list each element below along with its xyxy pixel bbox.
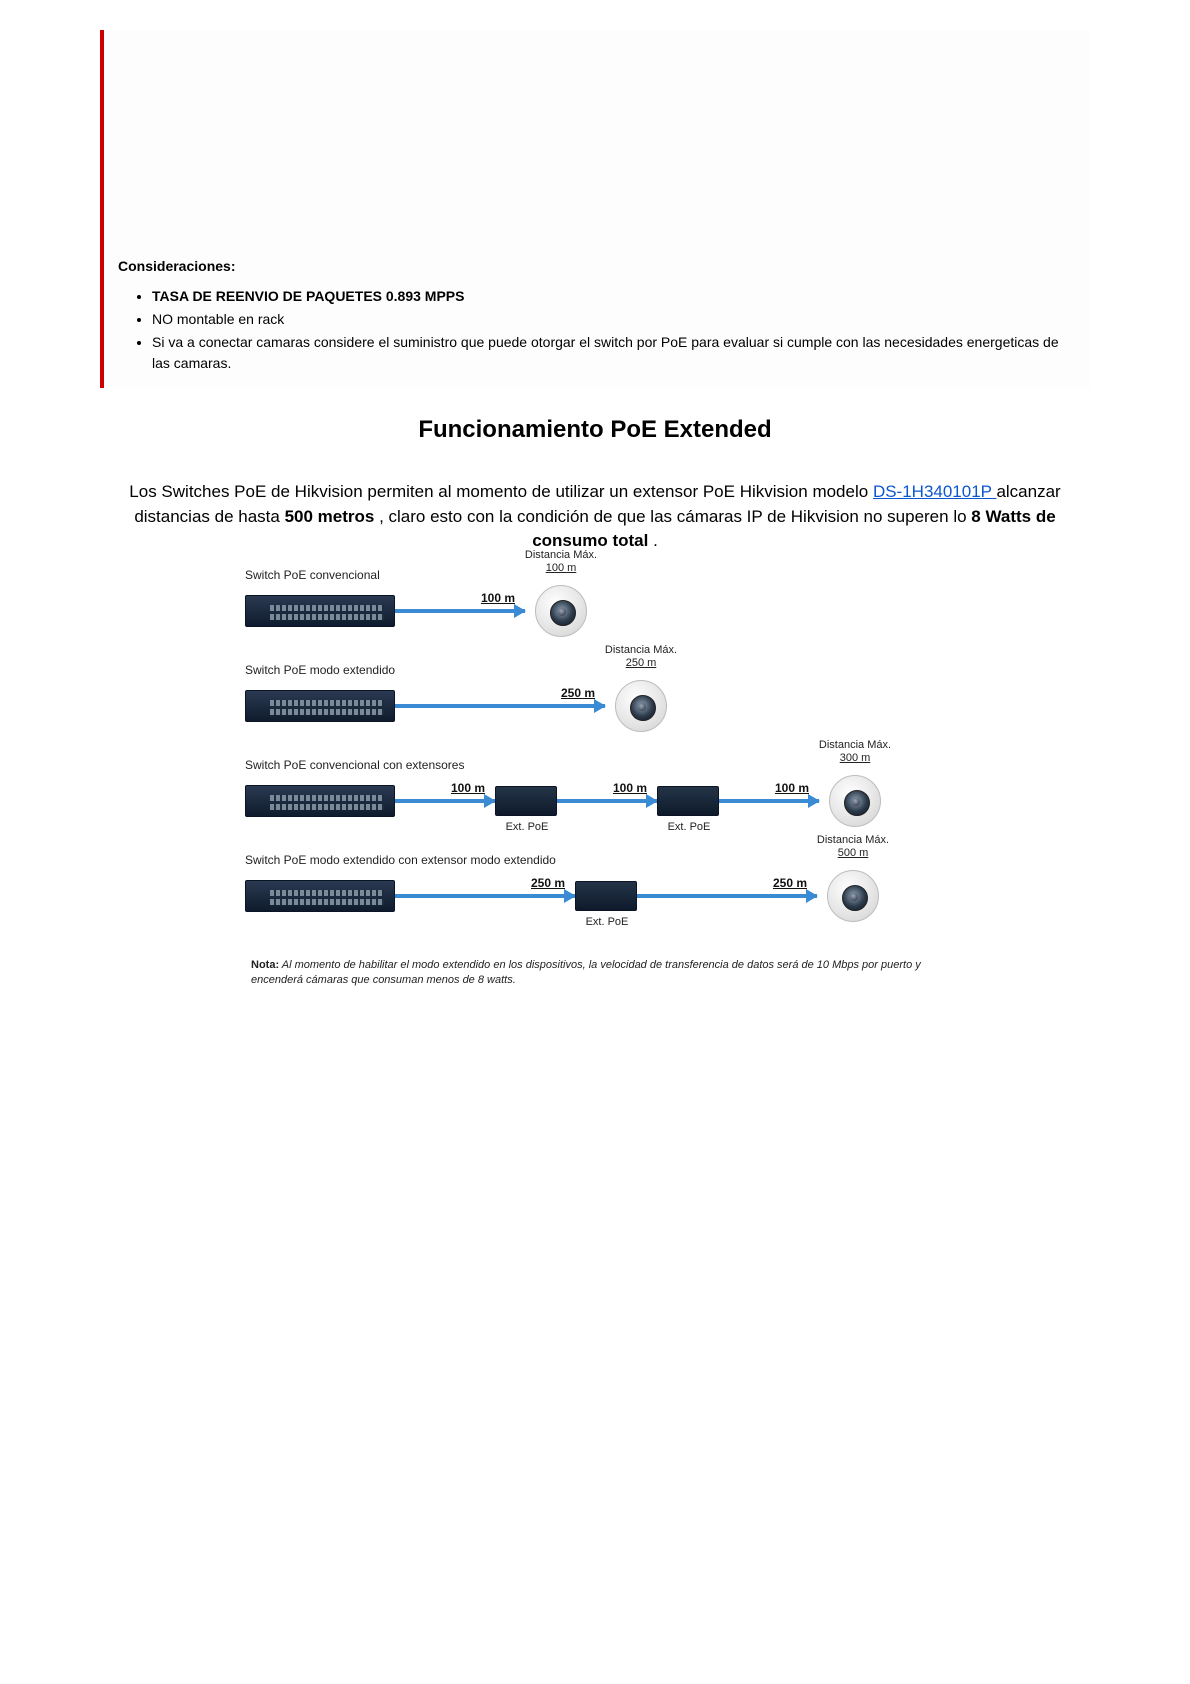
- distance-label: 250 m: [531, 876, 565, 890]
- consideration-item: TASA DE REENVIO DE PAQUETES 0.893 MPPS: [152, 286, 1070, 307]
- switch-icon: [245, 595, 395, 627]
- camera-icon: [829, 775, 881, 827]
- camera-endpoint: Distancia Máx.250 m: [605, 680, 677, 732]
- distance-arrow: 250 m: [395, 894, 575, 898]
- switch-icon: [245, 785, 395, 817]
- switch-icon: [245, 690, 395, 722]
- distance-arrow: 250 m: [395, 704, 605, 708]
- diagram-row: Switch PoE convencional con extensores10…: [245, 758, 945, 827]
- diagram-lane: 100 mExt. PoE100 mExt. PoE100 mDistancia…: [245, 775, 945, 827]
- embedded-image-placeholder: [104, 30, 1090, 250]
- camera-icon: [827, 870, 879, 922]
- max-distance-label: Distancia Máx.250 m: [589, 644, 693, 670]
- distance-arrow: 100 m: [395, 799, 495, 803]
- distance-arrow: 100 m: [395, 609, 525, 613]
- camera-endpoint: Distancia Máx.300 m: [819, 775, 891, 827]
- section-title: Funcionamiento PoE Extended: [100, 416, 1090, 444]
- diagram-lane: 250 mExt. PoE250 mDistancia Máx.500 m: [245, 870, 945, 922]
- diagram-row: Switch PoE modo extendido con extensor m…: [245, 853, 945, 922]
- max-distance-label: Distancia Máx.500 m: [801, 834, 905, 860]
- intro-text: , claro esto con la condición de que las…: [374, 507, 971, 526]
- distance-label: 100 m: [775, 781, 809, 795]
- extender-label: Ext. PoE: [576, 916, 638, 928]
- diagram-note: Nota: Al momento de habilitar el modo ex…: [245, 958, 945, 988]
- diagram-lane: 100 mDistancia Máx.100 m: [245, 585, 945, 637]
- camera-icon: [615, 680, 667, 732]
- distance-label: 250 m: [561, 686, 595, 700]
- considerations-box: Consideraciones: TASA DE REENVIO DE PAQU…: [100, 30, 1090, 388]
- diagram-row: Switch PoE modo extendido250 mDistancia …: [245, 663, 945, 732]
- consideration-bold-rate: TASA DE REENVIO DE PAQUETES 0.893 MPPS: [152, 288, 464, 304]
- switch-icon: [245, 880, 395, 912]
- diagram-lane: 250 mDistancia Máx.250 m: [245, 680, 945, 732]
- intro-paragraph: Los Switches PoE de Hikvision permiten a…: [110, 480, 1080, 554]
- consideration-item: NO montable en rack: [152, 309, 1070, 330]
- distance-label: 100 m: [481, 591, 515, 605]
- distance-label: 100 m: [613, 781, 647, 795]
- distance-arrow: 100 m: [719, 799, 819, 803]
- max-distance-label: Distancia Máx.300 m: [803, 739, 907, 765]
- considerations-list: TASA DE REENVIO DE PAQUETES 0.893 MPPS N…: [104, 286, 1090, 374]
- intro-bold-distance: 500 metros: [285, 507, 375, 526]
- consideration-item: Si va a conectar camaras considere el su…: [152, 332, 1070, 374]
- camera-endpoint: Distancia Máx.500 m: [817, 870, 889, 922]
- extender-icon: Ext. PoE: [495, 786, 557, 816]
- extender-icon: Ext. PoE: [575, 881, 637, 911]
- distance-label: 100 m: [451, 781, 485, 795]
- distance-arrow: 250 m: [637, 894, 817, 898]
- max-distance-label: Distancia Máx.100 m: [509, 549, 613, 575]
- poe-distance-diagram: Switch PoE convencional100 mDistancia Má…: [245, 568, 945, 988]
- camera-endpoint: Distancia Máx.100 m: [525, 585, 597, 637]
- distance-arrow: 100 m: [557, 799, 657, 803]
- distance-label: 250 m: [773, 876, 807, 890]
- intro-text: Los Switches PoE de Hikvision permiten a…: [129, 482, 873, 501]
- extender-label: Ext. PoE: [658, 821, 720, 833]
- considerations-heading: Consideraciones:: [104, 250, 1090, 278]
- diagram-row: Switch PoE convencional100 mDistancia Má…: [245, 568, 945, 637]
- model-link[interactable]: DS-1H340101P: [873, 482, 997, 501]
- extender-label: Ext. PoE: [496, 821, 558, 833]
- extender-icon: Ext. PoE: [657, 786, 719, 816]
- camera-icon: [535, 585, 587, 637]
- intro-text: .: [648, 531, 657, 550]
